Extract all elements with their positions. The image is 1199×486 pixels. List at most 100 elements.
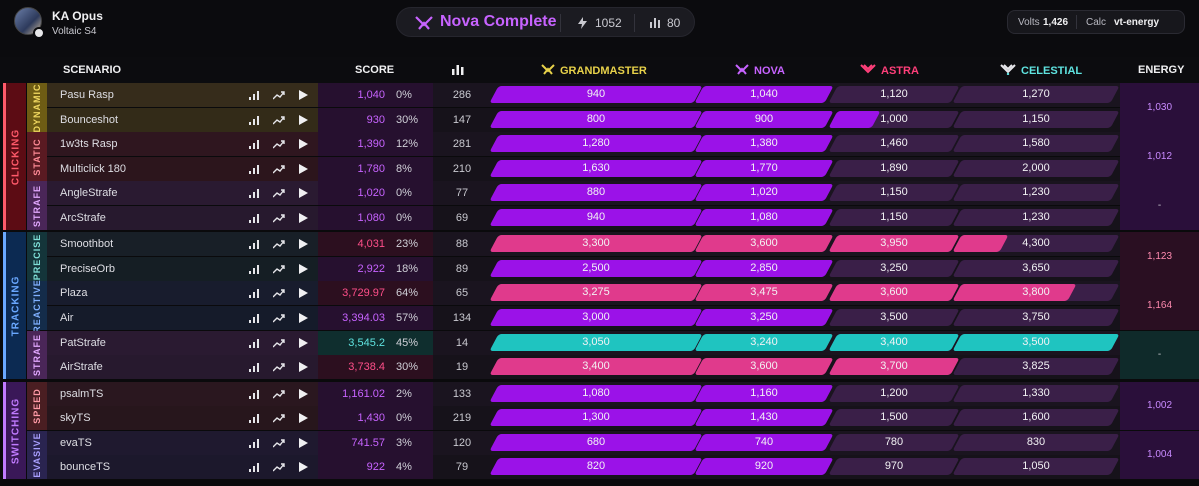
trend-chart-icon[interactable]: [273, 214, 285, 223]
scenario-row[interactable]: Air 3,394.03 57% 134 3,000 3,250 3,500 3,750: [47, 306, 1199, 330]
signal-bars-icon[interactable]: [249, 339, 259, 348]
signal-bars-icon[interactable]: [249, 265, 259, 274]
scenario-row[interactable]: bounceTS 922 4% 79 820 920 970 1,050: [47, 455, 1199, 479]
trend-chart-icon[interactable]: [273, 314, 285, 323]
column-grandmaster[interactable]: GRANDMASTER: [541, 64, 647, 77]
scenario-row[interactable]: PreciseOrb 2,922 18% 89 2,500 2,850 3,250 3,650: [47, 257, 1199, 281]
trend-chart-icon[interactable]: [273, 339, 285, 348]
scenario-row[interactable]: AirStrafe 3,738.4 30% 19 3,400 3,600 3,700 3,82…: [47, 355, 1199, 379]
signal-bars-icon[interactable]: [249, 363, 259, 372]
trend-chart-icon[interactable]: [273, 91, 285, 100]
scenario-row[interactable]: Bounceshot 930 30% 147 800 900 1,000 1,150: [47, 108, 1199, 132]
trend-chart-icon[interactable]: [273, 240, 285, 249]
play-icon[interactable]: [299, 139, 308, 149]
play-icon[interactable]: [299, 338, 308, 348]
trend-chart-icon[interactable]: [273, 265, 285, 274]
signal-bars-icon[interactable]: [249, 91, 259, 100]
scenario-name[interactable]: PreciseOrb: [60, 263, 116, 275]
scenario-name[interactable]: Pasu Rasp: [60, 89, 114, 101]
trend-chart-icon[interactable]: [273, 439, 285, 448]
play-icon[interactable]: [299, 462, 308, 472]
trend-chart-icon[interactable]: [273, 363, 285, 372]
score-value: 1,161.02: [342, 388, 385, 400]
scenario-name[interactable]: skyTS: [60, 412, 91, 424]
trend-chart-icon[interactable]: [273, 289, 285, 298]
column-energy[interactable]: ENERGY: [1138, 64, 1185, 76]
trend-chart-icon[interactable]: [273, 463, 285, 472]
signal-bars-icon[interactable]: [249, 439, 259, 448]
column-nova[interactable]: NOVA: [735, 64, 785, 77]
scenario-name[interactable]: Bounceshot: [60, 114, 119, 126]
benchmark-value: 1,150: [880, 186, 908, 198]
column-astra[interactable]: ASTRA: [860, 64, 919, 77]
scenario-name[interactable]: Smoothbot: [60, 238, 114, 250]
volts-calc-box[interactable]: Volts 1,426 Calc vt-energy: [1007, 10, 1185, 34]
play-count: 134: [452, 312, 472, 324]
trend-chart-icon[interactable]: [273, 140, 285, 149]
trend-chart-icon[interactable]: [273, 189, 285, 198]
play-icon[interactable]: [299, 413, 308, 423]
play-icon[interactable]: [299, 438, 308, 448]
signal-bars-icon[interactable]: [249, 314, 259, 323]
score-value: 1,780: [357, 163, 385, 175]
scenario-name[interactable]: 1w3ts Rasp: [60, 138, 118, 150]
scenario-name[interactable]: bounceTS: [60, 461, 111, 473]
signal-bars-icon[interactable]: [249, 116, 259, 125]
benchmark-value: 1,160: [750, 387, 778, 399]
scenario-row[interactable]: PatStrafe 3,545.2 45% 14 3,050 3,240 3,400 3,50…: [47, 331, 1199, 355]
calc-value[interactable]: vt-energy: [1114, 17, 1160, 28]
signal-bars-icon[interactable]: [249, 165, 259, 174]
scenario-name[interactable]: Air: [60, 312, 74, 324]
trend-chart-icon[interactable]: [273, 116, 285, 125]
play-icon[interactable]: [299, 288, 308, 298]
trend-chart-icon[interactable]: [273, 165, 285, 174]
signal-bars-icon[interactable]: [249, 214, 259, 223]
scenario-name[interactable]: psalmTS: [60, 388, 104, 400]
play-icon[interactable]: [299, 164, 308, 174]
category-label: TRACKING: [10, 275, 22, 336]
scenario-name[interactable]: Plaza: [60, 287, 88, 299]
column-celestial[interactable]: CELESTIAL: [1000, 64, 1082, 77]
scenario-name[interactable]: AirStrafe: [60, 361, 103, 373]
play-icon[interactable]: [299, 213, 308, 223]
play-icon[interactable]: [299, 188, 308, 198]
plays-column-icon[interactable]: [452, 64, 464, 75]
signal-bars-icon[interactable]: [249, 414, 259, 423]
scenario-row[interactable]: AngleStrafe 1,020 0% 77 880 1,020 1,150 1,230: [47, 181, 1199, 205]
scenario-row[interactable]: Multiclick 180 1,780 8% 210 1,630 1,770 1,890 2…: [47, 157, 1199, 181]
scenario-name[interactable]: Multiclick 180: [60, 163, 127, 175]
signal-bars-icon[interactable]: [249, 289, 259, 298]
column-scenario[interactable]: SCENARIO: [63, 64, 122, 76]
play-icon[interactable]: [299, 115, 308, 125]
scenario-name[interactable]: ArcStrafe: [60, 212, 106, 224]
play-icon[interactable]: [299, 264, 308, 274]
avatar[interactable]: [14, 7, 42, 35]
scenario-name[interactable]: AngleStrafe: [60, 187, 118, 199]
trend-chart-icon[interactable]: [273, 390, 285, 399]
play-icon[interactable]: [299, 313, 308, 323]
signal-bars-icon[interactable]: [249, 390, 259, 399]
scenario-row[interactable]: psalmTS 1,161.02 2% 133 1,080 1,160 1,200 1,330: [47, 382, 1199, 406]
scenario-row[interactable]: evaTS 741.57 3% 120 680 740 780 830: [47, 431, 1199, 455]
signal-bars-icon[interactable]: [249, 240, 259, 249]
trend-chart-icon[interactable]: [273, 414, 285, 423]
scenario-row[interactable]: Plaza 3,729.97 64% 65 3,275 3,475 3,600 3,800: [47, 281, 1199, 305]
scenario-row[interactable]: skyTS 1,430 0% 219 1,300 1,430 1,500 1,600: [47, 406, 1199, 430]
signal-bars-icon[interactable]: [249, 189, 259, 198]
benchmark-bar-gm: 1,280: [489, 135, 703, 152]
play-icon[interactable]: [299, 362, 308, 372]
play-icon[interactable]: [299, 90, 308, 100]
column-score[interactable]: SCORE: [355, 64, 395, 76]
scenario-row[interactable]: Pasu Rasp 1,040 0% 286 940 1,040 1,120 1,270: [47, 83, 1199, 107]
signal-bars-icon[interactable]: [249, 463, 259, 472]
category-clicking: CLICKING: [3, 83, 26, 230]
signal-bars-icon[interactable]: [249, 140, 259, 149]
play-icon[interactable]: [299, 389, 308, 399]
scenario-row[interactable]: Smoothbot 4,031 23% 88 3,300 3,600 3,950 4,300: [47, 232, 1199, 256]
scenario-name[interactable]: evaTS: [60, 437, 92, 449]
scenario-row[interactable]: ArcStrafe 1,080 0% 69 940 1,080 1,150 1,230: [47, 206, 1199, 230]
category-label: CLICKING: [10, 128, 22, 185]
scenario-row[interactable]: 1w3ts Rasp 1,390 12% 281 1,280 1,380 1,460 1,58…: [47, 132, 1199, 156]
scenario-name[interactable]: PatStrafe: [60, 337, 106, 349]
play-icon[interactable]: [299, 239, 308, 249]
